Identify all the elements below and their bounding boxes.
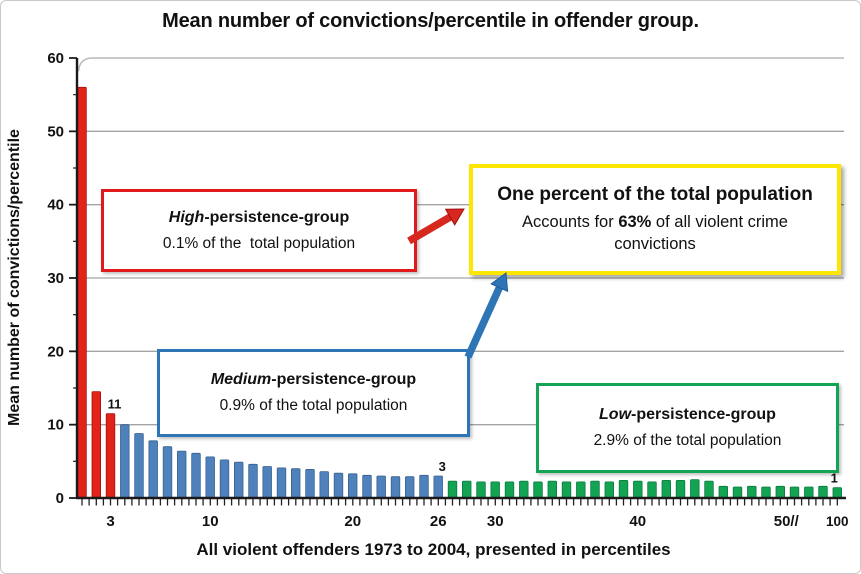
callout-low-title-em: Low <box>599 406 632 423</box>
y-tick-label: 20 <box>47 343 64 360</box>
callout-one-percent-title: One percent of the total population <box>497 184 813 206</box>
callout-low-body: 2.9% of the total population <box>593 432 782 449</box>
one-percent-body-post: of all violent crime convictions <box>614 213 793 253</box>
bar-low-persistence-group <box>761 486 771 499</box>
bar-low-persistence-group <box>519 480 529 499</box>
bar-low-persistence-group <box>490 481 500 499</box>
bar-low-persistence-group <box>476 481 486 499</box>
bar-medium-persistence-group <box>276 467 287 499</box>
bar-medium-persistence-group <box>290 468 301 499</box>
bar-low-persistence-group <box>718 485 729 499</box>
y-tick-label: 30 <box>47 270 64 287</box>
y-tick-label: 60 <box>47 50 64 67</box>
callout-one-percent-body: Accounts for 63% of all violent crime co… <box>490 212 820 255</box>
bar-medium-persistence-group <box>305 468 315 499</box>
bar-value-label: 1 <box>831 471 838 486</box>
x-tick-label: 30 <box>487 513 504 530</box>
callout-high-title-em: High <box>168 208 205 226</box>
x-axis-title: All violent offenders 1973 to 2004, pres… <box>196 540 671 559</box>
callout-low-title-rest: -persistence-group <box>631 406 776 423</box>
y-tick-label: 10 <box>47 417 64 434</box>
callout-high-title: High-persistence-group <box>169 209 349 227</box>
bar-medium-persistence-group <box>376 475 386 499</box>
bar-medium-persistence-group <box>433 475 443 499</box>
bar-low-persistence-group <box>533 481 543 499</box>
x-tick-label: 40 <box>629 513 646 530</box>
chart-title: Mean number of convictions/percentile in… <box>162 10 699 32</box>
bar-high-persistence-group <box>91 391 102 499</box>
bar-low-persistence-group <box>461 480 472 499</box>
bar-medium-persistence-group <box>219 459 230 499</box>
y-tick-label: 40 <box>47 197 64 214</box>
bar-low-persistence-group <box>832 487 843 499</box>
x-tick-label: 50// <box>774 513 800 530</box>
bar-medium-persistence-group <box>404 476 415 499</box>
bar-low-persistence-group <box>789 486 800 499</box>
bar-high-persistence-group <box>105 413 116 499</box>
gridline <box>77 57 844 72</box>
bar-low-persistence-group <box>576 481 586 499</box>
bar-low-persistence-group <box>547 480 558 499</box>
bar-medium-persistence-group <box>390 476 401 499</box>
bar-value-label: 11 <box>108 397 122 412</box>
bar-low-persistence-group <box>704 480 714 499</box>
bar-medium-persistence-group <box>134 433 144 499</box>
bar-high-persistence-group <box>77 86 87 499</box>
bar-low-persistence-group <box>747 485 757 499</box>
bar-low-persistence-group <box>732 486 743 499</box>
bar-low-persistence-group <box>675 479 686 499</box>
bar-medium-persistence-group <box>120 424 130 499</box>
x-tick-label: 26 <box>430 513 447 530</box>
callout-low-persistence: Low-persistence-group 2.9% of the total … <box>536 383 839 473</box>
bar-value-label: 3 <box>439 459 446 474</box>
bar-medium-persistence-group <box>248 463 258 499</box>
callout-medium-persistence: Medium-persistence-group 0.9% of the tot… <box>157 349 470 437</box>
callout-one-percent: One percent of the total population Acco… <box>469 164 841 275</box>
bar-low-persistence-group <box>604 481 615 499</box>
bar-low-persistence-group <box>647 481 657 499</box>
bar-low-persistence-group <box>661 479 672 499</box>
bar-low-persistence-group <box>804 486 814 499</box>
callout-medium-title: Medium-persistence-group <box>211 371 416 389</box>
bar-medium-persistence-group <box>362 474 372 499</box>
bar-medium-persistence-group <box>333 472 344 499</box>
callout-medium-title-em: Medium <box>210 371 272 388</box>
x-tick-label: 20 <box>344 513 361 530</box>
bar-medium-persistence-group <box>205 456 215 499</box>
callout-high-persistence: High-persistence-group 0.1% of the total… <box>101 189 417 272</box>
y-tick-label: 50 <box>47 123 64 140</box>
x-tick-label: 10 <box>202 513 219 530</box>
bar-low-persistence-group <box>504 481 515 499</box>
callout-medium-title-rest: -persistence-group <box>271 371 417 388</box>
bar-medium-persistence-group <box>191 452 201 499</box>
x-tick-label: 3 <box>106 513 114 530</box>
bar-low-persistence-group <box>618 479 629 499</box>
bar-medium-persistence-group <box>319 471 329 499</box>
callout-medium-body: 0.9% of the total population <box>219 397 408 414</box>
x-tick-label: 100 <box>826 514 849 529</box>
bar-medium-persistence-group <box>347 473 358 499</box>
bar-medium-persistence-group <box>233 461 244 499</box>
bar-medium-persistence-group <box>419 474 429 499</box>
bar-medium-persistence-group <box>162 446 173 499</box>
callout-high-title-rest: -persistence-group <box>204 208 350 226</box>
bar-low-persistence-group <box>590 480 600 499</box>
bar-low-persistence-group <box>690 479 700 499</box>
bar-low-persistence-group <box>447 480 458 499</box>
bar-low-persistence-group <box>633 480 643 499</box>
one-percent-body-pre: Accounts for <box>522 213 619 232</box>
callout-low-title: Low-persistence-group <box>599 406 776 424</box>
bar-medium-persistence-group <box>148 440 158 499</box>
y-tick-label: 0 <box>56 490 64 507</box>
bar-low-persistence-group <box>561 481 572 499</box>
callout-high-body: 0.1% of the total population <box>162 234 356 252</box>
bar-low-persistence-group <box>775 485 786 499</box>
bar-medium-persistence-group <box>176 450 187 499</box>
one-percent-body-bold: 63% <box>618 213 652 232</box>
bar-low-persistence-group <box>818 485 828 499</box>
bar-medium-persistence-group <box>262 466 272 499</box>
